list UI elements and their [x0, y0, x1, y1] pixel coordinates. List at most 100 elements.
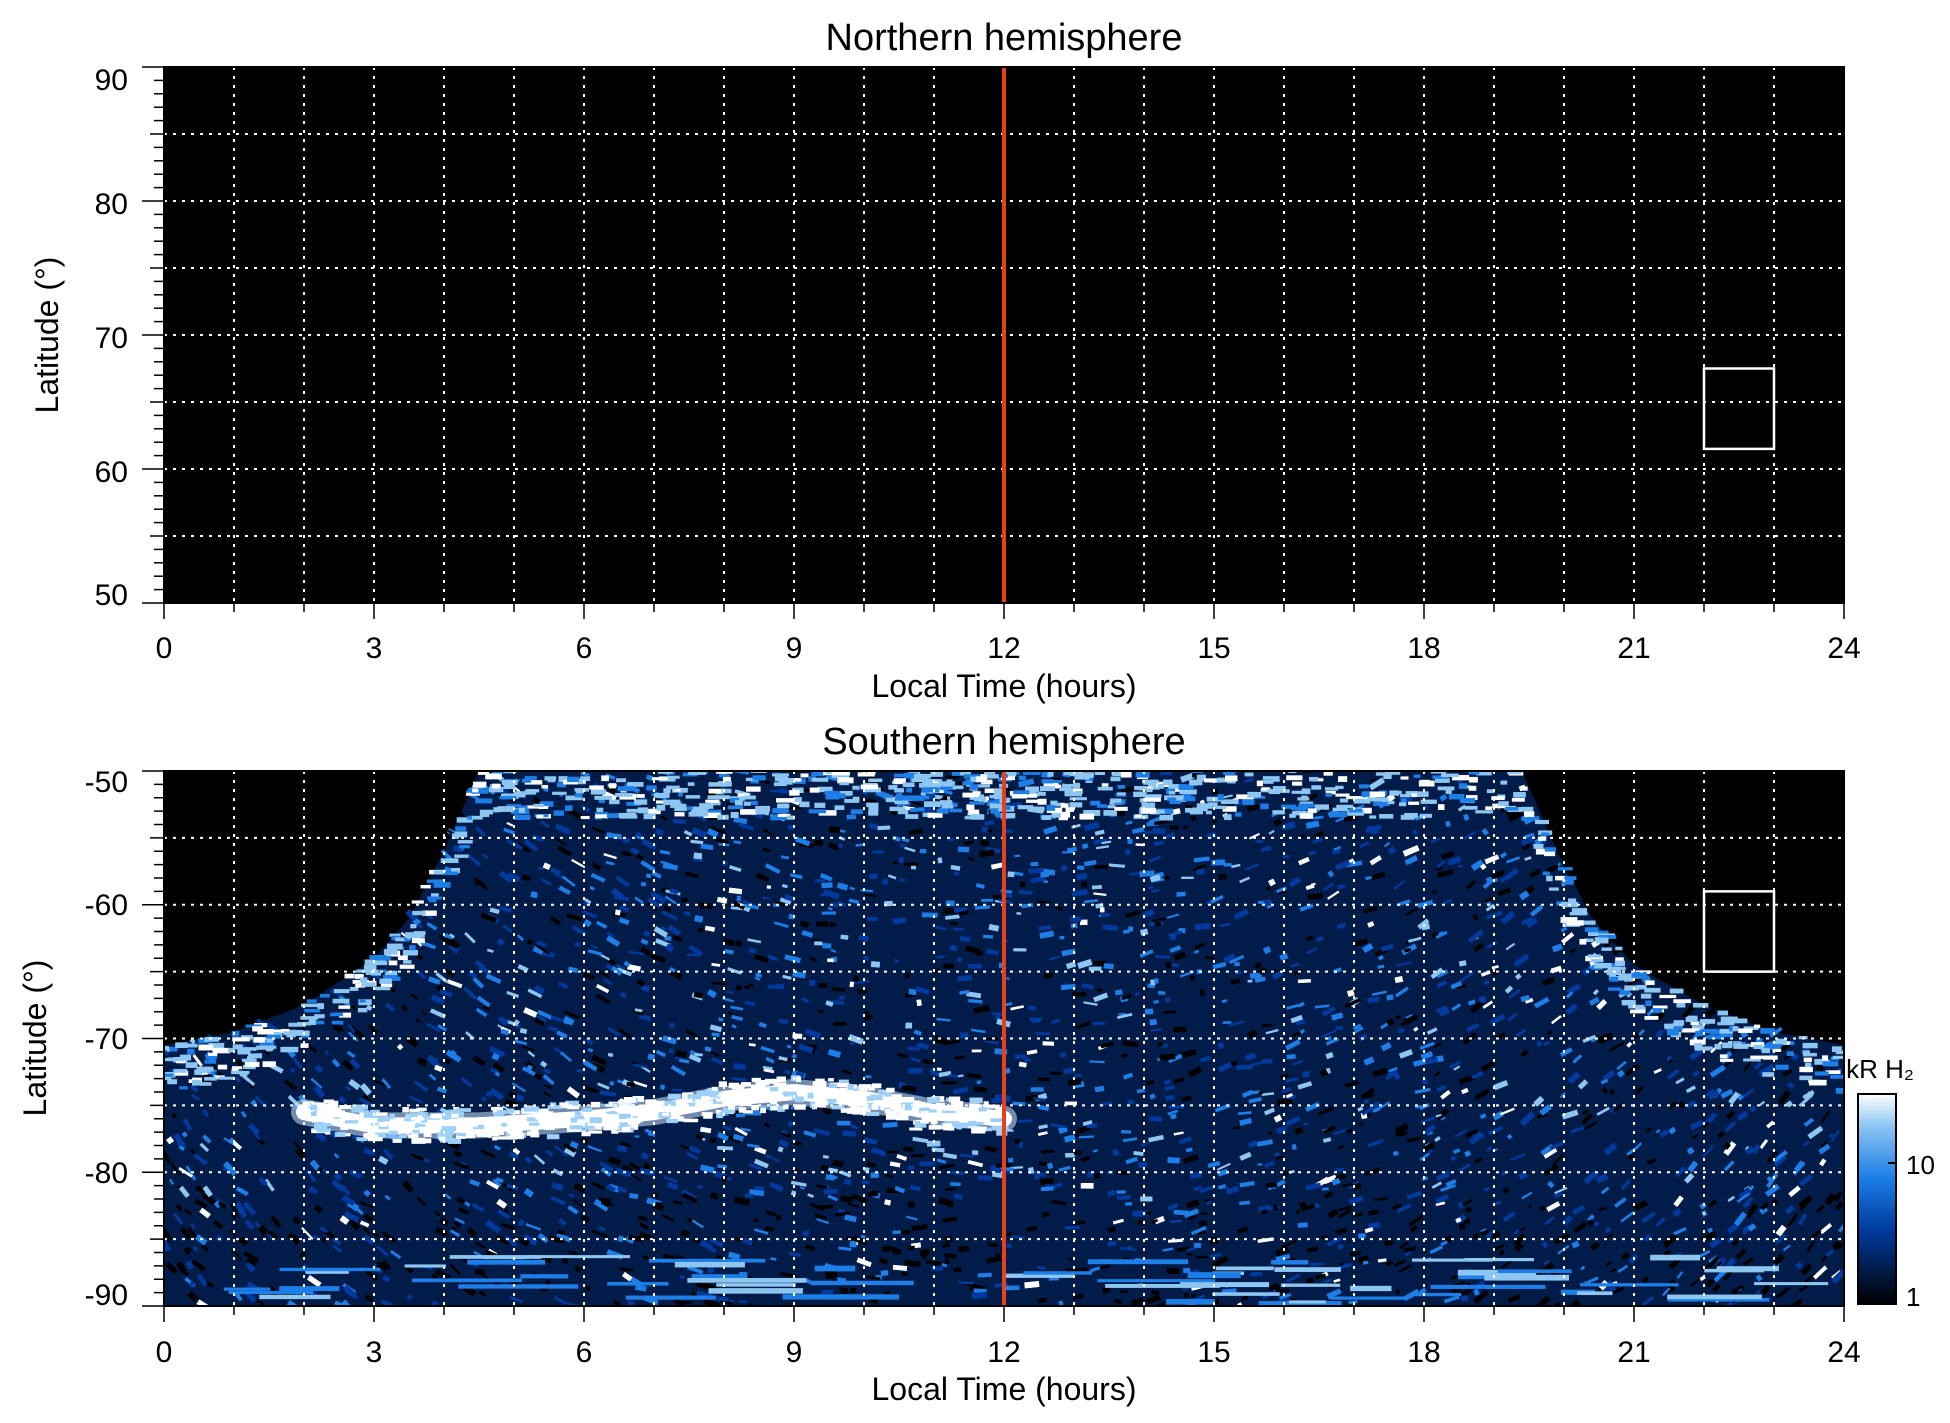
emission-rim — [1692, 1002, 1709, 1008]
emission-speck — [1303, 1122, 1309, 1125]
emission-speck — [1392, 1203, 1402, 1210]
emission-speck — [1146, 1080, 1155, 1086]
emission-speck — [1126, 1246, 1132, 1250]
emission-speck — [1139, 870, 1155, 877]
emission-speck — [1121, 1130, 1132, 1134]
emission-speck — [1194, 942, 1205, 950]
emission-speck — [1018, 1119, 1033, 1123]
emission-speck — [1236, 1065, 1253, 1070]
emission-speck — [1743, 1186, 1752, 1195]
emission-speck — [1093, 1173, 1101, 1179]
emission-speck — [661, 886, 668, 894]
emission-speck — [694, 1052, 703, 1057]
emission-rim — [1500, 780, 1508, 785]
emission-speck — [952, 1086, 969, 1095]
emission-rim — [1144, 796, 1161, 802]
emission-speck — [1336, 922, 1347, 930]
emission-speck — [521, 1045, 535, 1052]
emission-speck — [858, 935, 869, 942]
emission-rim — [552, 791, 567, 795]
emission-speck — [1132, 1210, 1149, 1217]
emission-speck — [311, 1234, 319, 1241]
emission-speck — [884, 1199, 892, 1206]
emission-speck — [591, 826, 606, 835]
emission-speck — [1265, 885, 1272, 891]
emission-speck — [1672, 1208, 1682, 1218]
emission-speck — [1394, 1014, 1401, 1020]
emission-speck — [523, 838, 539, 852]
emission-speck — [1183, 1292, 1189, 1298]
emission-speck — [1246, 804, 1260, 812]
emission-speck — [1327, 890, 1340, 900]
emission-speck — [867, 1190, 879, 1197]
emission-speck — [762, 896, 770, 900]
emission-speck — [1146, 1211, 1151, 1216]
emission-speck — [1134, 992, 1140, 996]
emission-speck — [460, 1076, 473, 1088]
emission-speck — [904, 846, 916, 853]
emission-speck — [1529, 868, 1542, 879]
emission-speck — [1154, 1215, 1166, 1225]
emission-speck — [1181, 1049, 1197, 1058]
emission-speck — [1173, 1077, 1185, 1084]
emission-speck — [1834, 1201, 1844, 1211]
emission-speck — [486, 948, 494, 953]
emission-speck — [1605, 1261, 1612, 1267]
emission-speck — [474, 1241, 486, 1250]
emission-speck — [1797, 1213, 1808, 1226]
emission-speck — [855, 843, 863, 847]
emission-speck — [1005, 1285, 1020, 1291]
emission-speck — [609, 1080, 615, 1087]
emission-speck — [1513, 1233, 1527, 1246]
emission-speck — [984, 1145, 997, 1153]
emission-speck — [193, 1153, 208, 1166]
emission-speck — [1483, 979, 1490, 986]
emission-speck — [1242, 799, 1255, 805]
emission-speck — [1275, 1253, 1291, 1262]
emission-speck — [299, 1251, 307, 1259]
emission-speck — [196, 1299, 208, 1306]
emission-speck — [449, 1229, 461, 1237]
emission-speck — [1295, 1019, 1306, 1026]
emission-speck — [950, 1182, 961, 1187]
emission-speck — [416, 922, 423, 929]
emission-speck — [1572, 1204, 1586, 1216]
emission-speck — [908, 828, 923, 836]
emission-speck — [807, 1193, 814, 1198]
emission-speck — [646, 901, 659, 910]
emission-speck — [313, 1204, 323, 1213]
emission-speck — [1307, 893, 1323, 900]
emission-rim — [1754, 1024, 1761, 1029]
emission-speck — [1426, 1027, 1438, 1035]
emission-speck — [617, 1028, 632, 1039]
emission-speck — [994, 900, 1004, 904]
emission-speck — [1014, 1054, 1027, 1059]
emission-speck — [1216, 1162, 1231, 1171]
emission-speck — [1358, 1233, 1366, 1239]
emission-speck — [953, 927, 964, 932]
emission-speck — [849, 981, 855, 988]
emission-rim — [479, 809, 494, 815]
emission-speck — [1080, 1155, 1091, 1163]
emission-speck — [786, 1044, 792, 1049]
emission-speck — [1043, 825, 1058, 835]
emission-speck — [769, 789, 779, 793]
emission-speck — [680, 1275, 685, 1279]
emission-speck — [458, 1207, 470, 1216]
emission-rim — [1458, 783, 1467, 789]
emission-speck — [537, 1232, 549, 1244]
emission-speck — [1041, 1186, 1054, 1192]
north-xtick-label: 9 — [786, 632, 803, 665]
emission-rim — [1468, 785, 1477, 791]
emission-speck — [766, 885, 772, 889]
emission-speck — [1162, 875, 1170, 880]
emission-speck — [894, 959, 900, 964]
emission-speck — [981, 898, 994, 902]
emission-speck — [1158, 990, 1166, 995]
south-title: Southern hemisphere — [822, 721, 1185, 763]
emission-speck — [1182, 1267, 1191, 1274]
emission-speck — [717, 1146, 734, 1151]
emission-speck — [1162, 1247, 1174, 1252]
emission-speck — [919, 848, 927, 854]
emission-speck — [908, 1165, 915, 1170]
